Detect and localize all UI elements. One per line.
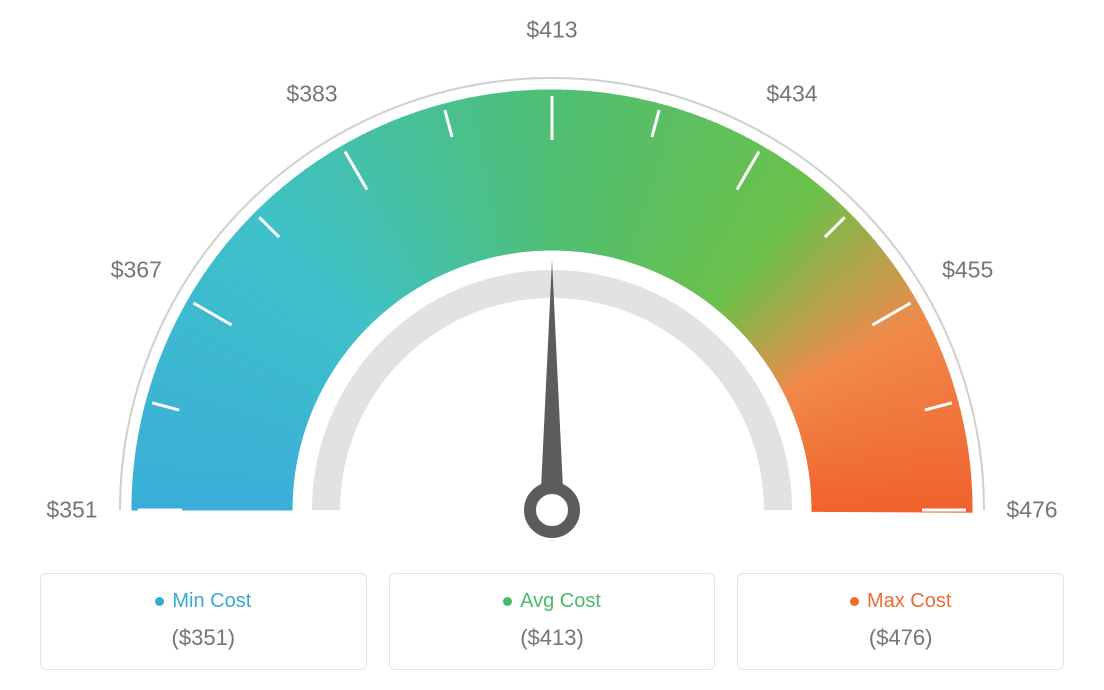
legend-title-min: Min Cost — [51, 590, 356, 613]
legend-value-min: ($351) — [51, 625, 356, 651]
legend-card-avg: Avg Cost ($413) — [389, 573, 716, 670]
gauge-chart: $351 $367 $383 $413 $434 $455 $476 — [0, 0, 1104, 560]
gauge-tick-label: $351 — [46, 497, 97, 524]
dot-icon — [503, 597, 512, 606]
legend-card-max: Max Cost ($476) — [737, 573, 1064, 670]
legend-label-max: Max Cost — [867, 590, 951, 613]
legend-label-min: Min Cost — [172, 590, 251, 613]
gauge-tick-label: $383 — [286, 81, 337, 108]
dot-icon — [155, 597, 164, 606]
gauge-tick-label: $367 — [111, 257, 162, 284]
legend-card-min: Min Cost ($351) — [40, 573, 367, 670]
gauge-tick-label: $455 — [942, 257, 993, 284]
legend-value-max: ($476) — [748, 625, 1053, 651]
gauge-svg — [0, 0, 1104, 560]
dot-icon — [850, 597, 859, 606]
legend-row: Min Cost ($351) Avg Cost ($413) Max Cost… — [40, 573, 1064, 670]
gauge-tick-label: $413 — [526, 17, 577, 44]
gauge-tick-label: $434 — [766, 81, 817, 108]
legend-title-avg: Avg Cost — [400, 590, 705, 613]
gauge-tick-label: $476 — [1006, 497, 1057, 524]
legend-title-max: Max Cost — [748, 590, 1053, 613]
legend-value-avg: ($413) — [400, 625, 705, 651]
legend-label-avg: Avg Cost — [520, 590, 601, 613]
